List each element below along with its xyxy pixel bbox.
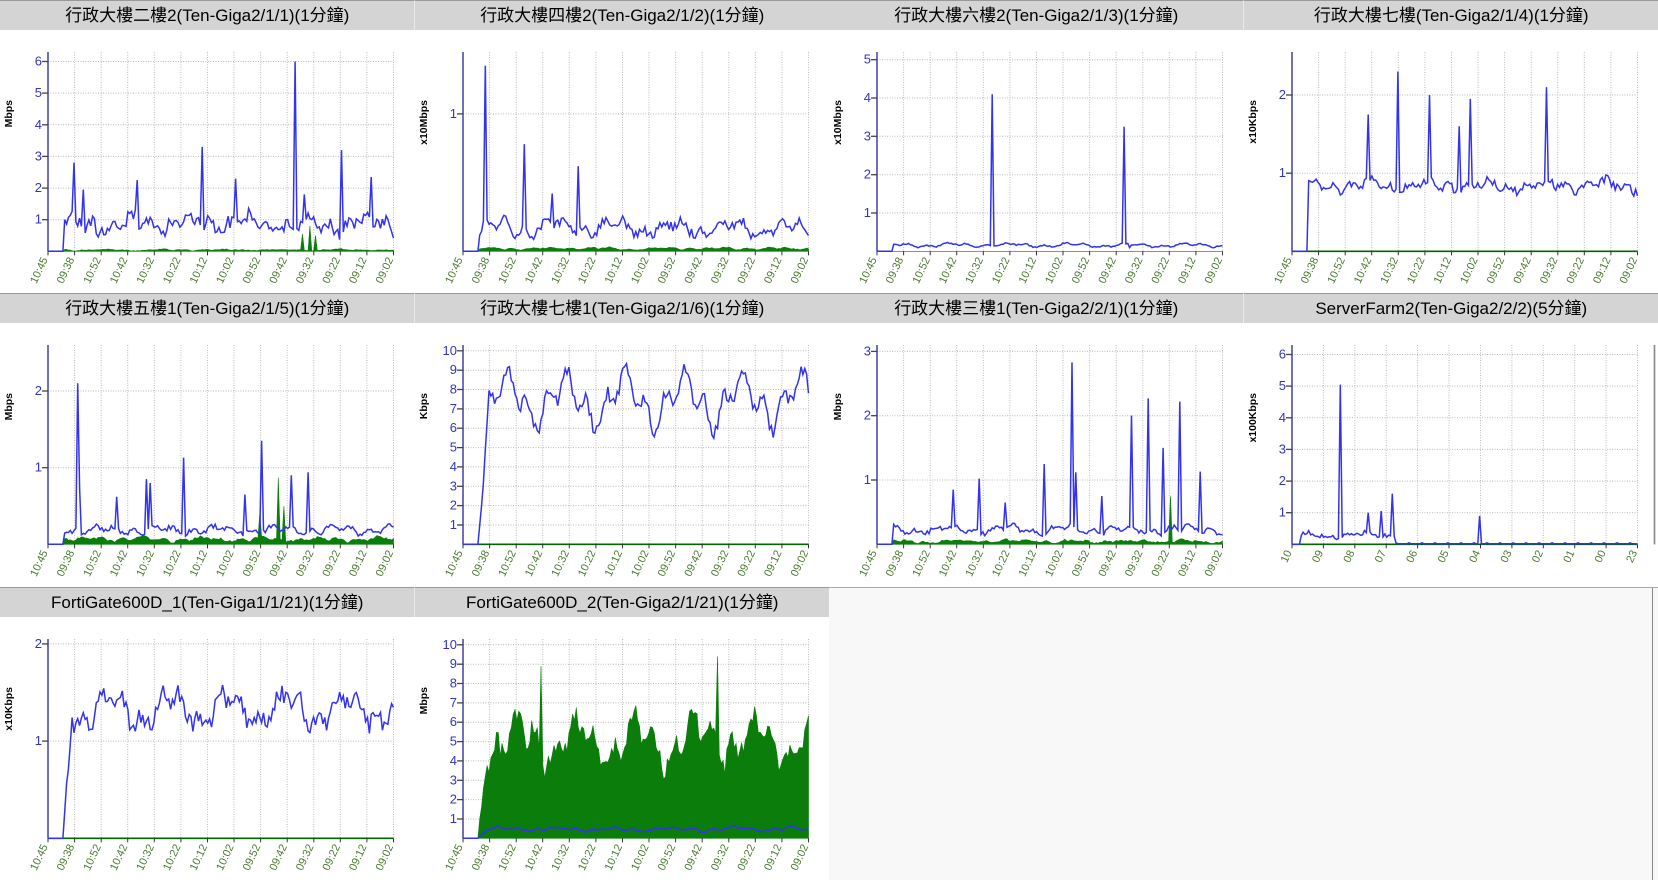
svg-text:4: 4 — [35, 117, 42, 132]
svg-text:2: 2 — [864, 408, 871, 423]
svg-text:6: 6 — [1278, 347, 1285, 362]
svg-text:Mbps: Mbps — [4, 100, 15, 128]
svg-text:7: 7 — [449, 695, 456, 710]
svg-text:5: 5 — [449, 733, 456, 748]
svg-text:x100Kbps: x100Kbps — [1248, 393, 1259, 443]
svg-text:3: 3 — [864, 128, 871, 143]
svg-text:Kbps: Kbps — [419, 393, 430, 419]
svg-text:x10Kbps: x10Kbps — [4, 687, 15, 731]
svg-text:1: 1 — [35, 733, 42, 748]
svg-text:7: 7 — [449, 401, 456, 416]
svg-text:行政大樓七樓(Ten-Giga2/1/4)(1分鐘): 行政大樓七樓(Ten-Giga2/1/4)(1分鐘) — [1313, 6, 1588, 25]
svg-text:5: 5 — [1278, 378, 1285, 393]
svg-text:6: 6 — [449, 714, 456, 729]
svg-text:2: 2 — [35, 636, 42, 651]
svg-text:x10Kbps: x10Kbps — [1248, 100, 1259, 144]
svg-text:3: 3 — [864, 344, 871, 359]
svg-text:5: 5 — [864, 52, 871, 67]
svg-text:Mbps: Mbps — [419, 686, 430, 714]
svg-text:3: 3 — [35, 148, 42, 163]
svg-text:Mbps: Mbps — [833, 393, 844, 421]
svg-text:4: 4 — [864, 90, 871, 105]
svg-text:FortiGate600D_2(Ten-Giga2/1/21: FortiGate600D_2(Ten-Giga2/1/21)(1分鐘) — [466, 593, 778, 612]
svg-text:1: 1 — [1278, 505, 1285, 520]
svg-text:x10Mbps: x10Mbps — [419, 100, 430, 145]
svg-text:行政大樓七樓1(Ten-Giga2/1/6)(1分鐘): 行政大樓七樓1(Ten-Giga2/1/6)(1分鐘) — [480, 299, 764, 318]
svg-text:1: 1 — [35, 460, 42, 475]
svg-text:5: 5 — [35, 85, 42, 100]
svg-text:4: 4 — [449, 459, 456, 474]
svg-text:2: 2 — [449, 791, 456, 806]
svg-text:FortiGate600D_1(Ten-Giga1/1/21: FortiGate600D_1(Ten-Giga1/1/21)(1分鐘) — [51, 593, 363, 612]
svg-text:2: 2 — [449, 498, 456, 513]
svg-text:2: 2 — [1278, 473, 1285, 488]
svg-text:6: 6 — [35, 53, 42, 68]
svg-text:行政大樓五樓1(Ten-Giga2/1/5)(1分鐘): 行政大樓五樓1(Ten-Giga2/1/5)(1分鐘) — [65, 299, 349, 318]
svg-text:9: 9 — [449, 656, 456, 671]
svg-text:1: 1 — [449, 517, 456, 532]
svg-text:1: 1 — [449, 106, 456, 121]
svg-text:2: 2 — [1278, 87, 1285, 102]
svg-text:2: 2 — [35, 383, 42, 398]
svg-text:10: 10 — [442, 343, 456, 358]
svg-text:行政大樓二樓2(Ten-Giga2/1/1)(1分鐘): 行政大樓二樓2(Ten-Giga2/1/1)(1分鐘) — [65, 6, 349, 25]
svg-text:1: 1 — [864, 472, 871, 487]
svg-text:行政大樓四樓2(Ten-Giga2/1/2)(1分鐘): 行政大樓四樓2(Ten-Giga2/1/2)(1分鐘) — [480, 6, 764, 25]
svg-text:2: 2 — [864, 167, 871, 182]
svg-text:x10Mbps: x10Mbps — [833, 100, 844, 145]
svg-text:1: 1 — [1278, 165, 1285, 180]
svg-text:8: 8 — [449, 382, 456, 397]
svg-text:3: 3 — [449, 479, 456, 494]
svg-text:1: 1 — [35, 212, 42, 227]
svg-text:行政大樓三樓1(Ten-Giga2/2/1)(1分鐘): 行政大樓三樓1(Ten-Giga2/2/1)(1分鐘) — [894, 299, 1178, 318]
svg-text:10: 10 — [442, 636, 456, 651]
svg-text:1: 1 — [449, 811, 456, 826]
svg-text:6: 6 — [449, 421, 456, 436]
svg-text:3: 3 — [1278, 442, 1285, 457]
svg-text:9: 9 — [449, 363, 456, 378]
svg-text:8: 8 — [449, 675, 456, 690]
svg-text:4: 4 — [449, 753, 456, 768]
svg-text:4: 4 — [1278, 410, 1285, 425]
svg-text:行政大樓六樓2(Ten-Giga2/1/3)(1分鐘): 行政大樓六樓2(Ten-Giga2/1/3)(1分鐘) — [894, 6, 1178, 25]
svg-text:2: 2 — [35, 180, 42, 195]
svg-text:Mbps: Mbps — [4, 393, 15, 421]
svg-text:3: 3 — [449, 772, 456, 787]
svg-text:5: 5 — [449, 440, 456, 455]
svg-text:ServerFarm2(Ten-Giga2/2/2)(5分鐘: ServerFarm2(Ten-Giga2/2/2)(5分鐘) — [1315, 299, 1587, 318]
svg-text:1: 1 — [864, 205, 871, 220]
